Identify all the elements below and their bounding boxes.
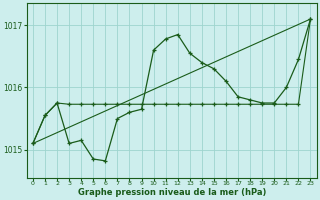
- X-axis label: Graphe pression niveau de la mer (hPa): Graphe pression niveau de la mer (hPa): [77, 188, 266, 197]
